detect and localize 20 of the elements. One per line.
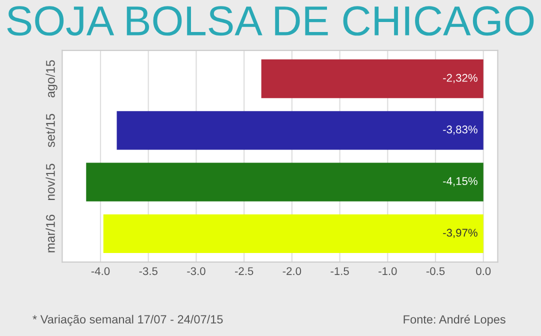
y-tick-label: ago/15 [46, 60, 58, 98]
x-tick-label: -1.5 [330, 267, 349, 276]
x-tick-label: -3.0 [187, 267, 206, 276]
x-tick-label: -2.0 [282, 267, 302, 276]
data-label: -2,32% [443, 74, 478, 84]
x-tick-label: -2.5 [234, 267, 254, 276]
data-label: -3,83% [443, 126, 478, 135]
x-tick-label: -0.5 [426, 267, 445, 276]
y-tick-label: nov/15 [46, 164, 55, 200]
data-label: -4,15% [443, 177, 478, 186]
data-label: -3,97% [443, 228, 478, 238]
x-tick-label: 0.0 [476, 267, 491, 276]
x-tick-label: -1.0 [378, 267, 397, 276]
chart-title: SOJA BOLSA DE CHICAGO [7, 6, 534, 36]
y-tick-label: set/15 [46, 114, 55, 148]
x-tick-label: -3.5 [139, 267, 158, 276]
y-tick-label: mar/16 [46, 214, 55, 252]
x-tick-label: -4.0 [91, 267, 110, 276]
text: * Variação semanal 17/07 - 24/07/15 [32, 314, 223, 326]
source-note: Fonte: André Lopes [404, 314, 506, 326]
